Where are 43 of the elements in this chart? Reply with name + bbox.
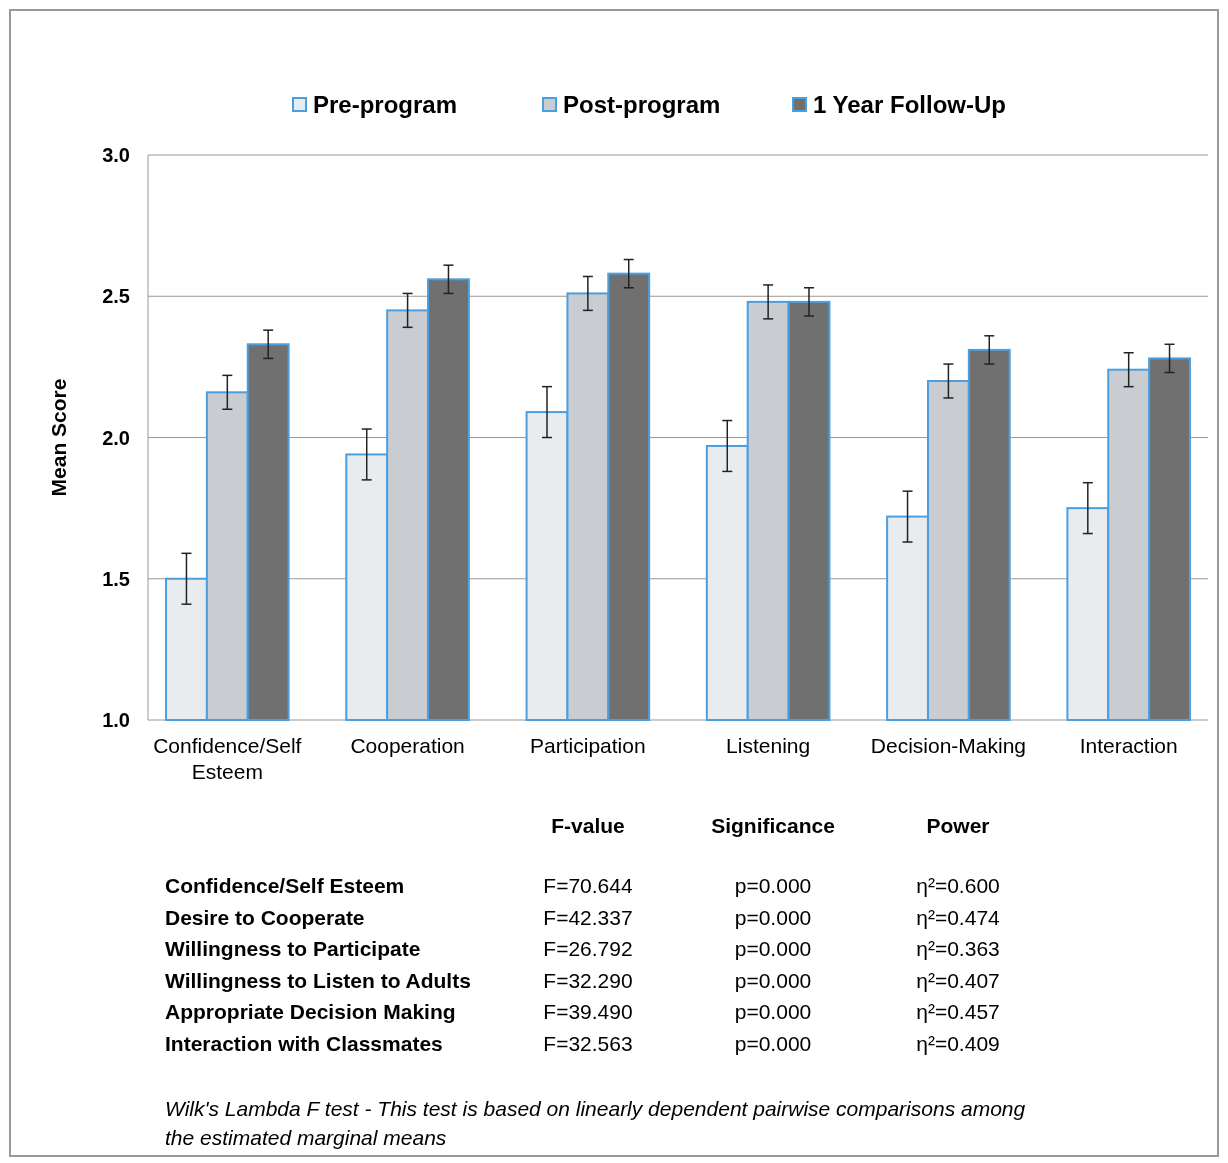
- text: Appropriate Decision Making: [165, 1000, 456, 1023]
- text: Wilk's Lambda F test - This test is based on linearly dependent pairwise comparisons among the estimated marginal means: [165, 1097, 1026, 1149]
- text: Willingness to Participate: [165, 937, 421, 960]
- text: η²=0.600: [916, 874, 1000, 897]
- x-tick-label: Interaction: [1079, 734, 1178, 757]
- legend-label: Post-program: [563, 91, 721, 119]
- text: η²=0.474: [916, 905, 1001, 929]
- text: Interaction with Classmates: [165, 1031, 443, 1055]
- text: η²=0.457: [916, 1000, 1000, 1023]
- text: F=26.792: [543, 937, 633, 960]
- x-tick-label: Cooperation: [350, 734, 465, 757]
- text: p=0.000: [734, 1031, 812, 1055]
- x-tick-label: Decision-Making: [870, 734, 1027, 757]
- text: p=0.000: [734, 1000, 812, 1023]
- text: Confidence/Self Esteem: [165, 874, 405, 897]
- text: F=39.490: [543, 1000, 633, 1023]
- text: p=0.000: [734, 968, 812, 992]
- text: F=32.290: [543, 968, 633, 992]
- text: F=42.337: [543, 905, 633, 929]
- y-tick-label: 2.0: [102, 426, 130, 449]
- y-tick-label: 2.5: [102, 285, 130, 308]
- text: F=32.563: [543, 1031, 633, 1055]
- x-tick-label: Confidence/Self Esteem: [153, 734, 302, 783]
- text: p=0.000: [734, 905, 812, 929]
- text: η²=0.407: [916, 968, 1000, 992]
- text: Significance: [711, 814, 835, 837]
- text: p=0.000: [734, 937, 812, 960]
- text: F-value: [551, 814, 625, 837]
- text: η²=0.363: [916, 937, 1000, 960]
- text: F=70.644: [543, 874, 633, 897]
- text: η²=0.409: [916, 1031, 1000, 1055]
- y-tick-label: 1.0: [102, 709, 130, 731]
- x-tick-label: Participation: [530, 734, 646, 757]
- text: Power: [926, 814, 990, 837]
- legend-label: 1 Year Follow-Up: [813, 91, 1006, 119]
- y-axis-title: Mean Score: [47, 378, 70, 497]
- text: p=0.000: [734, 874, 812, 897]
- text: Willingness to Listen to Adults: [165, 968, 471, 992]
- x-tick-label: Listening: [726, 734, 811, 757]
- y-tick-label: 1.5: [102, 567, 130, 590]
- text: Desire to Cooperate: [165, 905, 365, 929]
- y-tick-label: 3.0: [102, 144, 130, 166]
- legend-label: Pre-program: [313, 91, 458, 119]
